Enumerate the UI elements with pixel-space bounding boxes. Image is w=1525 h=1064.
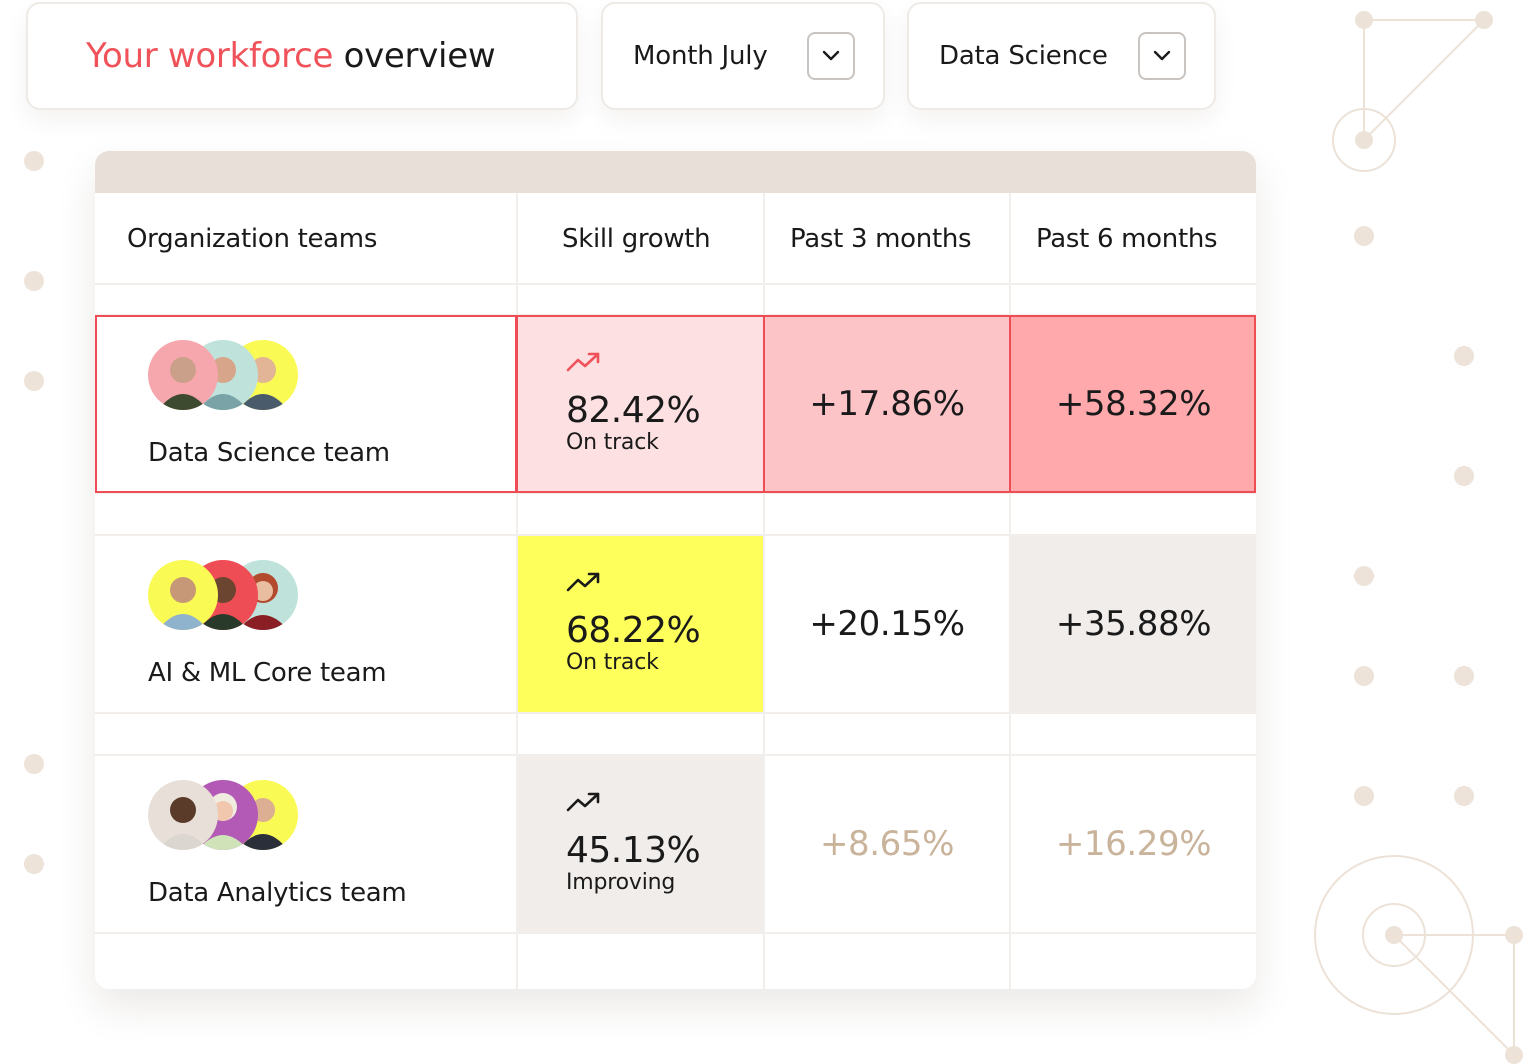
column-header-skill-growth: Skill growth <box>562 224 711 254</box>
skill-growth-cell: 82.42% On track <box>518 316 763 492</box>
skill-growth-status: On track <box>566 430 659 455</box>
background-dot <box>24 151 44 171</box>
page-title-card: Your workforce overview <box>26 2 578 110</box>
chevron-down-icon <box>1153 50 1171 61</box>
past-3-months-cell: +20.15% <box>809 604 965 644</box>
skill-growth-value: 68.22% <box>566 610 701 651</box>
team-avatars <box>148 340 308 410</box>
table-row-team-cell[interactable]: AI & ML Core team <box>95 536 516 712</box>
chevron-down-icon <box>822 50 840 61</box>
past-3-months-cell: +17.86% <box>765 316 1009 492</box>
row-divider <box>95 492 1256 494</box>
avatar <box>148 340 218 410</box>
skill-growth-status: Improving <box>566 870 676 895</box>
month-dropdown-label: Month July <box>633 41 768 71</box>
skill-growth-value: 45.13% <box>566 830 701 871</box>
past-3-months-cell: +8.65% <box>819 824 955 864</box>
background-dot <box>1354 786 1374 806</box>
row-divider <box>95 712 1256 714</box>
background-dot <box>1454 466 1474 486</box>
skill-growth-cell: 45.13% Improving <box>518 756 763 932</box>
background-dot <box>1454 786 1474 806</box>
past-6-months-cell: +16.29% <box>1055 824 1212 864</box>
row-divider <box>95 283 1256 285</box>
column-divider <box>763 193 765 989</box>
month-dropdown-button[interactable] <box>807 32 855 80</box>
background-dot <box>1354 666 1374 686</box>
column-header-past-6-months: Past 6 months <box>1036 224 1218 254</box>
skill-growth-value: 82.42% <box>566 390 701 431</box>
team-dropdown-label: Data Science <box>939 41 1108 71</box>
skill-growth-cell: 68.22% On track <box>518 536 763 712</box>
background-dot <box>1354 226 1374 246</box>
avatar <box>148 560 218 630</box>
trending-up-icon <box>566 792 600 812</box>
trending-up-icon <box>566 352 600 372</box>
column-divider <box>516 193 518 989</box>
team-avatars <box>148 780 308 850</box>
background-dot <box>24 854 44 874</box>
team-name: Data Analytics team <box>148 878 407 908</box>
team-name: AI & ML Core team <box>148 658 387 688</box>
past-6-months-cell: +35.88% <box>1011 536 1256 712</box>
column-header-teams: Organization teams <box>127 224 378 254</box>
trending-up-icon <box>566 572 600 592</box>
column-header-past-3-months: Past 3 months <box>790 224 972 254</box>
background-dot <box>24 371 44 391</box>
page-title-rest: overview <box>343 36 496 76</box>
row-divider <box>95 932 1256 934</box>
row-divider <box>95 754 1256 756</box>
avatar <box>148 780 218 850</box>
background-dot <box>1454 666 1474 686</box>
row-divider <box>95 534 1256 536</box>
background-dot <box>24 754 44 774</box>
table-row-team-cell[interactable]: Data Science team <box>95 316 516 492</box>
team-name: Data Science team <box>148 438 390 468</box>
table-header-bar <box>95 151 1256 193</box>
skill-growth-status: On track <box>566 650 659 675</box>
table-row-team-cell[interactable]: Data Analytics team <box>95 756 516 932</box>
teams-table: Organization teams Skill growth Past 3 m… <box>95 151 1256 989</box>
background-dot <box>24 271 44 291</box>
past-6-months-cell: +58.32% <box>1011 316 1256 492</box>
month-dropdown[interactable]: Month July <box>601 2 885 110</box>
team-avatars <box>148 560 308 630</box>
team-dropdown[interactable]: Data Science <box>907 2 1216 110</box>
background-dot <box>1454 346 1474 366</box>
background-dot <box>1354 566 1374 586</box>
page-title: Your workforce overview <box>86 36 496 76</box>
column-divider <box>1009 193 1011 989</box>
team-dropdown-button[interactable] <box>1138 32 1186 80</box>
page-title-accent: Your workforce <box>86 36 334 76</box>
